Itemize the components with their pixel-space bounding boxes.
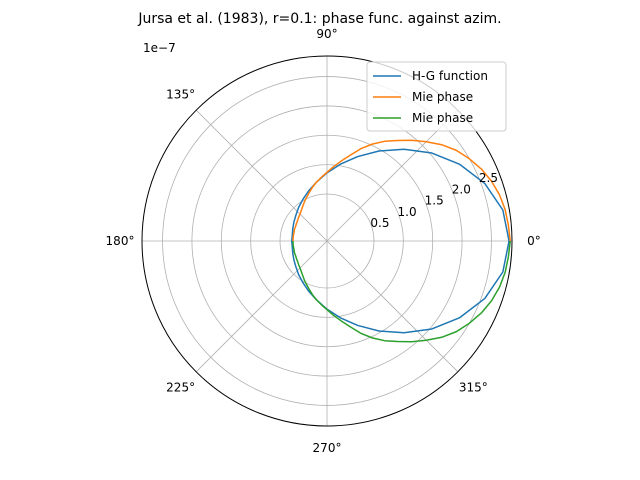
series-line-0 <box>291 148 510 334</box>
theta-tick-label: 0° <box>527 234 541 248</box>
theta-tick-label: 90° <box>316 27 337 41</box>
legend: H-G function Mie phase Mie phase <box>366 61 507 132</box>
theta-gridline <box>195 109 328 242</box>
r-gridline <box>250 164 404 318</box>
legend-box <box>366 61 507 132</box>
polar-frame <box>141 55 513 427</box>
r-gridline <box>162 76 492 406</box>
series-line-1 <box>292 139 511 242</box>
r-tick-label: 1.5 <box>425 194 444 208</box>
r-gridline <box>279 193 375 289</box>
theta-tick-label: 180° <box>106 234 135 248</box>
r-tick-label: 1.0 <box>398 205 417 219</box>
theta-tick-label: 315° <box>459 380 488 394</box>
legend-label-0: H-G function <box>412 69 488 83</box>
series-line-2 <box>292 240 511 343</box>
r-axis-offset-text: 1e−7 <box>143 41 176 55</box>
theta-tick-label: 270° <box>313 441 342 455</box>
theta-gridline <box>195 240 328 373</box>
r-gridline <box>220 134 434 348</box>
theta-tick-label: 225° <box>166 380 195 394</box>
theta-tick-label: 135° <box>166 88 195 102</box>
theta-gridline <box>326 109 459 242</box>
legend-label-2: Mie phase <box>412 111 473 125</box>
theta-gridline <box>326 240 459 373</box>
legend-label-1: Mie phase <box>412 90 473 104</box>
series-lines <box>291 139 511 343</box>
r-gridline <box>191 105 463 377</box>
chart-title: Jursa et al. (1983), r=0.1: phase func. … <box>137 11 501 27</box>
axis-labels: 0° 90° 135° 180° 225° 270° 315° 0.5 1.0 1.5 2.0 2.5 <box>106 27 541 455</box>
r-tick-label: 2.0 <box>452 182 471 196</box>
r-tick-label: 0.5 <box>370 216 389 230</box>
r-tick-label: 2.5 <box>479 171 498 185</box>
polar-grid <box>142 56 512 426</box>
